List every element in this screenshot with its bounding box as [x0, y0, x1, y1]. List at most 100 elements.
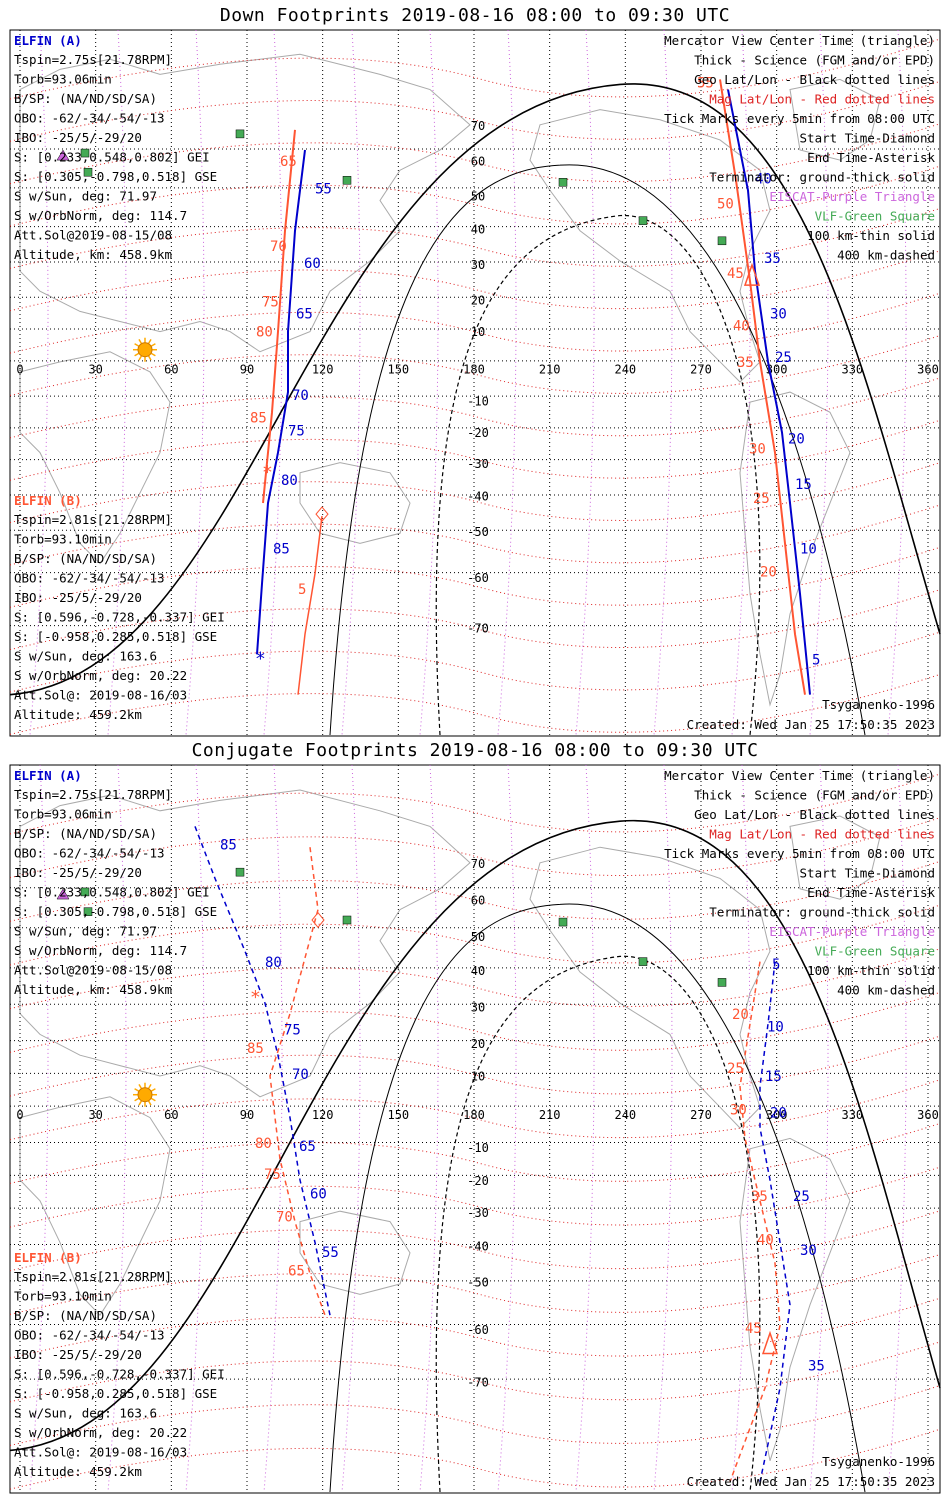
elfin-a-tick-label: 20: [788, 432, 805, 448]
mag-meridian: [575, 29, 595, 736]
elfin-b-info-line: Att.Sol@: 2019-08-16/03: [14, 688, 187, 703]
mag-meridian: [731, 29, 751, 736]
mag-parallel: [9, 631, 941, 693]
mag-parallel: [9, 1341, 941, 1403]
legend-entry: Geo Lat/Lon - Black dotted lines: [694, 807, 935, 822]
map-panel-down: 0 30 60 90 120 150 180 210 240 270 300 330 360 70 60 50…: [9, 29, 941, 737]
elfin-a-info-line: B/SP: (NA/ND/SD/SA): [14, 91, 157, 106]
latitude-label: 30: [471, 1001, 485, 1015]
mag-parallel: [9, 817, 941, 879]
elfin-b-info-line: IBO: -25/5/-29/20: [14, 590, 142, 605]
terminator-100km: [329, 164, 866, 736]
elfin-a-tick-label: 75: [288, 423, 305, 439]
elfin-b-tick-label: 80: [256, 325, 273, 341]
mag-meridian: [809, 29, 829, 736]
sun-disc: [137, 342, 153, 358]
latitude-label: -30: [467, 1206, 489, 1220]
elfin-a-info-line: Tspin=2.75s[21.78RPM]: [14, 52, 172, 67]
mag-parallel: [9, 377, 941, 439]
sun-ray: [138, 338, 143, 345]
legend-entry: Mag Lat/Lon - Red dotted lines: [709, 827, 935, 842]
elfin-b-tick-label: 35: [751, 1189, 768, 1205]
longitude-label: 30: [88, 362, 102, 376]
asterisk-end-icon: *: [262, 462, 273, 483]
legend-entry: End Time-Asterisk: [807, 150, 935, 165]
elfin-a-tick-label: 55: [322, 1245, 339, 1261]
elfin-a-tick-label: 10: [800, 541, 817, 557]
elfin-a-tick-label: 20: [770, 1106, 787, 1122]
terminator-group: [9, 83, 941, 736]
geo-grid: [10, 30, 940, 735]
elfin-a-east-track: [727, 89, 811, 695]
latitude-label: 50: [471, 930, 485, 944]
mag-parallel: [9, 991, 941, 1053]
elfin-b-west-track: [262, 129, 296, 504]
sun-disc: [137, 1087, 153, 1103]
elfin-b-name: ELFIN (B): [14, 1250, 82, 1265]
sun-ray: [134, 1097, 140, 1102]
vlf-square-icon: [558, 178, 568, 187]
mag-parallel: [9, 673, 941, 735]
legend-entry: Tick Marks every 5min from 08:00 UTC: [664, 846, 935, 861]
elfin-b-info-line: S w/Sun, deg: 163.6: [14, 649, 157, 664]
mag-parallel: [9, 1385, 941, 1447]
latitude-label: -20: [467, 426, 489, 440]
mag-meridian: [653, 29, 673, 736]
sun-icon: [133, 337, 157, 362]
legend-entry: Geo Lat/Lon - Black dotted lines: [694, 72, 935, 87]
longitude-label: 30: [88, 1108, 102, 1122]
latitude-label: 60: [471, 154, 485, 168]
longitude-label: 180: [463, 362, 485, 376]
mag-parallel: [9, 1254, 941, 1315]
elfin-a-tick-label: 55: [315, 181, 332, 197]
longitude-label: 0: [16, 1108, 23, 1122]
mag-meridian: [887, 29, 907, 736]
legend-entry: 400 km-dashed: [837, 248, 935, 263]
legend-entry: End Time-Asterisk: [807, 885, 935, 900]
legend-entry: Terminator: ground-thick solid: [709, 905, 935, 920]
elfin-b-info-line: OBO: -62/-34/-54/-13: [14, 1328, 165, 1343]
mag-meridians: [29, 764, 907, 1493]
latitude-label: -40: [467, 490, 489, 504]
mag-parallel: [9, 335, 941, 397]
legend-entry: Start Time-Diamond: [800, 866, 935, 881]
coastline: [19, 53, 471, 353]
elfin-a-tick-label: 85: [273, 541, 290, 557]
elfin-b-info-line: S w/OrbNorm, deg: 20.22: [14, 668, 187, 683]
elfin-a-tick-label: 65: [299, 1139, 316, 1155]
coastline: [789, 815, 881, 900]
mag-parallel: [9, 589, 941, 651]
legend-entry: Thick - Science (FGM and/or EPD): [694, 53, 935, 68]
mag-meridian: [419, 764, 439, 1493]
elfin-a-info-line: Att.Sol@2019-08-15/08: [14, 963, 172, 978]
terminator-ground: [9, 819, 941, 1452]
elfin-a-info-line: B/SP: (NA/ND/SD/SA): [14, 826, 157, 841]
elfin-b-info-line: Tspin=2.81s[21.28RPM]: [14, 512, 172, 527]
elfin-a-tick-label: 60: [310, 1187, 327, 1203]
coastline: [299, 462, 411, 544]
sun-ray: [147, 1083, 152, 1090]
elfin-b-tick-label: 85: [250, 410, 267, 426]
terminator-ground: [9, 83, 941, 696]
mag-grid: [9, 38, 941, 735]
mag-meridian: [731, 764, 751, 1493]
vlf-square-icon: [342, 176, 352, 185]
legend-entry: Tick Marks every 5min from 08:00 UTC: [664, 111, 935, 126]
elfin-a-info-line: S: [0.305,-0.798,0.518] GSE: [14, 169, 217, 184]
sun-ray: [150, 1097, 156, 1102]
sun-ray: [134, 352, 140, 357]
elfin-a-info-line: IBO: -25/5/-29/20: [14, 130, 142, 145]
vlf-square-icon: [80, 887, 90, 897]
model-label: Tsyganenko-1996: [822, 1454, 935, 1469]
view-center-triangle-icon: [743, 262, 761, 286]
eiscat-triangle-icon: [56, 149, 70, 161]
elfin-a-name: ELFIN (A): [14, 33, 82, 48]
mag-parallel: [9, 419, 941, 481]
mag-parallel: [9, 250, 941, 312]
longitude-label: 210: [539, 1108, 561, 1122]
legend-entry: EISCAT-Purple Triangle: [769, 924, 935, 939]
legend-entry: Mercator View Center Time (triangle): [664, 33, 935, 48]
terminator-400km: [435, 214, 761, 736]
elfin-b-west-track-2: [297, 516, 323, 695]
latitude-label: 70: [471, 119, 485, 133]
